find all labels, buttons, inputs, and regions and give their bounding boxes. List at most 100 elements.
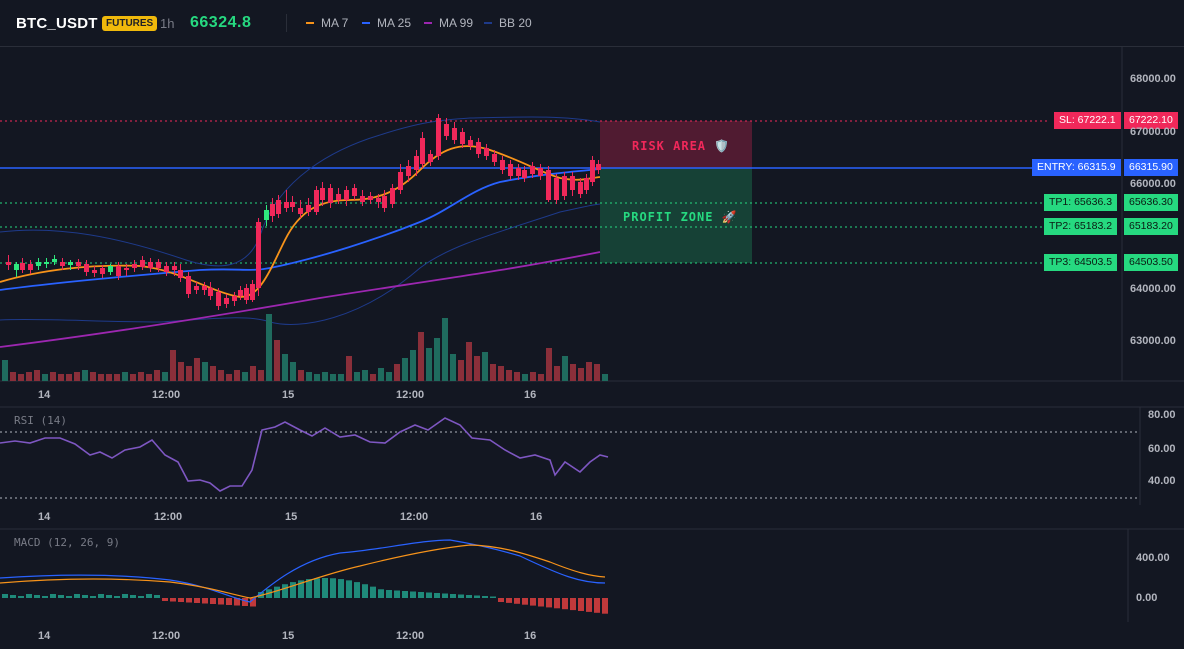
macd-hist-bar: [26, 594, 32, 598]
rsi-axis-tick: 40.00: [1148, 475, 1176, 487]
legend-ma7[interactable]: MA 7: [306, 16, 348, 30]
candle-body: [344, 190, 349, 200]
volume-bar: [490, 364, 496, 381]
entry-tag: ENTRY: 66315.9: [1032, 159, 1121, 176]
volume-bar: [98, 374, 104, 381]
macd-title: MACD (12, 26, 9): [14, 536, 120, 549]
timeframe-label[interactable]: 1h: [160, 16, 175, 31]
bb20-swatch: [484, 22, 492, 24]
macd-hist-bar: [378, 589, 384, 598]
time-axis-tick: 14: [38, 389, 51, 401]
candle-body: [232, 296, 237, 301]
candle-body: [306, 205, 311, 212]
candle-body: [92, 270, 97, 273]
rsi-axis-tick: 60.00: [1148, 443, 1176, 455]
macd-hist-bar: [10, 595, 16, 598]
candle-body: [570, 176, 575, 190]
candle-body: [284, 202, 289, 208]
volume-bar: [482, 352, 488, 381]
macd-hist-bar: [202, 598, 208, 604]
volume-bar: [90, 372, 96, 381]
volume-bar: [10, 372, 16, 381]
candle-body: [516, 168, 521, 176]
candle-body: [208, 288, 213, 296]
profit-zone: [600, 168, 752, 263]
volume-bar: [50, 372, 56, 381]
candle-body: [6, 262, 11, 265]
candle-body: [596, 164, 601, 170]
macd-hist-bar: [66, 596, 72, 598]
bb-lower-band: [0, 203, 601, 325]
macd-hist-bar: [210, 598, 216, 604]
volume-bar: [186, 366, 192, 381]
macd-hist-bar: [122, 594, 128, 598]
macd-hist-bar: [250, 598, 256, 607]
volume-bar: [506, 370, 512, 381]
candle-body: [68, 262, 73, 265]
candle-body: [178, 270, 183, 278]
candle-body: [76, 262, 81, 266]
legend-ma25[interactable]: MA 25: [362, 16, 411, 30]
macd-hist-bar: [58, 595, 64, 598]
macd-hist-bar: [538, 598, 544, 607]
candle-body: [562, 176, 567, 196]
macd-hist-bar: [426, 592, 432, 598]
volume-bar: [346, 356, 352, 381]
volume-bar: [154, 370, 160, 381]
macd-line: [0, 539, 606, 603]
legend-ma99[interactable]: MA 99: [424, 16, 473, 30]
symbol-name[interactable]: BTC_USDT: [16, 15, 98, 32]
tp1-price-tag: 65636.30: [1124, 194, 1178, 211]
candle-body: [14, 264, 19, 270]
macd-hist-bar: [418, 592, 424, 598]
volume-bar: [562, 356, 568, 381]
candle-body: [390, 188, 395, 204]
macd-hist-bar: [298, 580, 304, 598]
macd-hist-bar: [522, 598, 528, 605]
macd-hist-bar: [482, 596, 488, 598]
macd-hist-bar: [586, 598, 592, 612]
macd-hist-bar: [114, 596, 120, 598]
volume-bar: [250, 366, 256, 381]
candle-body: [530, 166, 535, 174]
candle-body: [270, 204, 275, 216]
candle-body: [172, 266, 177, 270]
candle-body: [460, 132, 465, 144]
candle-body: [590, 160, 595, 182]
volume-bar: [338, 374, 344, 381]
price-axis-tick: 63000.00: [1130, 335, 1176, 347]
macd-hist-bar: [410, 591, 416, 598]
candle-body: [186, 276, 191, 294]
volume-bar: [26, 372, 32, 381]
volume-bar: [594, 364, 600, 381]
macd-hist-bar: [154, 595, 160, 598]
volume-bar: [522, 374, 528, 381]
candle-body: [376, 198, 381, 202]
legend-ma25-label: MA 25: [377, 16, 412, 30]
volume-bar: [474, 356, 480, 381]
volume-bar: [42, 374, 48, 381]
legend-ma7-label: MA 7: [321, 16, 349, 30]
rsi-time-tick: 15: [285, 511, 298, 523]
candle-body: [250, 284, 255, 300]
macd-time-tick: 14: [38, 630, 51, 642]
risk-area-zone: [600, 121, 752, 168]
volume-bar: [218, 370, 224, 381]
candle-body: [468, 140, 473, 146]
time-axis-tick: 12:00: [152, 389, 181, 401]
candle-body: [132, 264, 137, 268]
volume-bar: [570, 364, 576, 381]
macd-histogram: [2, 578, 608, 614]
candle-body: [290, 202, 295, 207]
macd-hist-bar: [314, 578, 320, 598]
candle-body: [256, 222, 261, 288]
legend-bb20[interactable]: BB 20: [484, 16, 532, 30]
macd-hist-bar: [362, 584, 368, 598]
candle-body: [108, 266, 113, 272]
macd-hist-bar: [146, 594, 152, 598]
volume-bar: [370, 374, 376, 381]
risk-area-label: RISK AREA 🛡️: [632, 139, 731, 153]
volume-bar: [530, 372, 536, 381]
volume-bar: [554, 366, 560, 381]
